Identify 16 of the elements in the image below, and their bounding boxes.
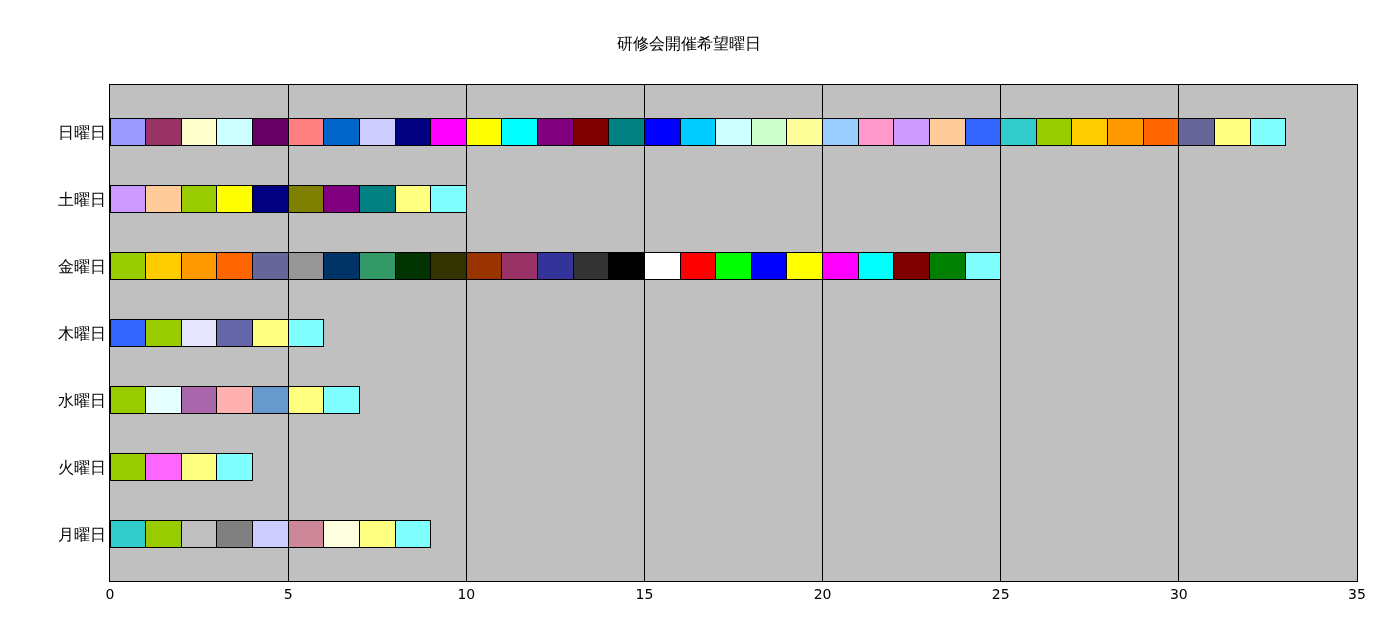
x-tick-label: 5	[283, 585, 293, 602]
y-tick-label: 金曜日	[57, 256, 106, 276]
x-tick-label: 0	[105, 585, 115, 602]
x-tick-label: 35	[1348, 585, 1366, 602]
y-tick-label: 水曜日	[57, 390, 106, 410]
y-tick-label: 火曜日	[57, 457, 106, 477]
y-tick-label: 月曜日	[57, 524, 106, 544]
y-tick-label: 日曜日	[57, 122, 106, 142]
chart-title: 研修会開催希望曜日	[616, 33, 761, 53]
x-tick-label: 10	[457, 585, 476, 602]
x-tick-label: 25	[991, 585, 1010, 602]
y-tick-label: 木曜日	[57, 323, 106, 343]
y-tick-label: 土曜日	[57, 189, 106, 209]
x-tick-label: 30	[1169, 585, 1188, 602]
x-tick-label: 15	[635, 585, 654, 602]
x-tick-label: 20	[813, 585, 832, 602]
